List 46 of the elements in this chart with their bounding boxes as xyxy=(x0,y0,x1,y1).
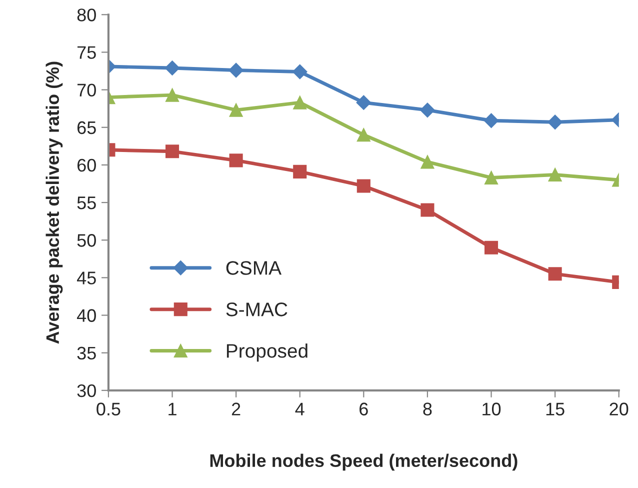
point xyxy=(293,164,307,178)
y-tick-label: 45 xyxy=(76,272,96,284)
point xyxy=(228,62,244,78)
legend-label: S-MAC xyxy=(226,302,288,316)
y-tick-label: 55 xyxy=(77,196,96,210)
point xyxy=(420,155,434,169)
point xyxy=(229,154,243,168)
point xyxy=(164,60,180,76)
x-tick-label: 20 xyxy=(610,402,628,416)
y-tick-label: 70 xyxy=(78,84,96,97)
y-tick-label: 40 xyxy=(76,309,96,322)
x-tick-label: 1 xyxy=(168,402,176,416)
point xyxy=(548,267,562,281)
point xyxy=(484,170,498,184)
x-tick-label: 8 xyxy=(423,402,432,416)
y-tick-label: 80 xyxy=(77,8,96,22)
y-tick-label: 35 xyxy=(77,346,96,360)
point xyxy=(420,102,435,118)
legend-label: CSMA xyxy=(226,261,282,275)
x-axis-title: Mobile nodes Speed (meter/second) xyxy=(210,454,518,471)
y-tick-label: 65 xyxy=(77,121,96,134)
x-tick-label: 0.5 xyxy=(96,402,120,416)
point xyxy=(356,179,370,193)
point xyxy=(548,114,562,130)
point xyxy=(165,88,180,102)
y-tick-label: 30 xyxy=(77,384,96,398)
point xyxy=(229,103,243,117)
legend-label: Proposed xyxy=(226,344,308,362)
y-tick-label: 50 xyxy=(77,234,96,247)
point xyxy=(356,128,370,142)
point xyxy=(484,113,499,128)
x-tick-label: 2 xyxy=(232,402,240,416)
y-tick-label: 60 xyxy=(77,158,96,172)
y-axis-title: Average packet delivery ratio (%) xyxy=(46,62,63,344)
point xyxy=(293,96,307,110)
x-tick-label: 4 xyxy=(295,402,304,416)
point xyxy=(356,95,372,110)
x-tick-label: 10 xyxy=(482,402,501,416)
point xyxy=(165,144,180,158)
x-tick-label: 6 xyxy=(360,402,368,416)
y-tick-label: 75 xyxy=(78,46,96,59)
point xyxy=(420,203,434,217)
point xyxy=(548,168,562,182)
point xyxy=(292,64,308,80)
x-tick-label: 15 xyxy=(546,402,564,416)
point xyxy=(484,240,498,254)
